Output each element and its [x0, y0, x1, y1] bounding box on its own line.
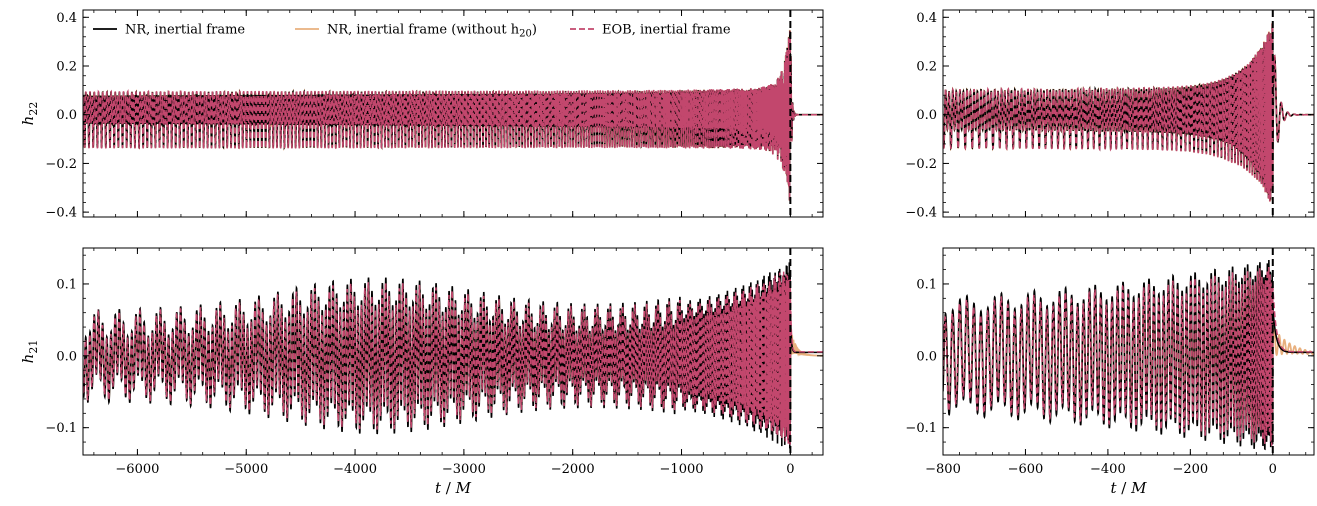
y-tick-label: −0.2 — [905, 157, 937, 172]
panel-h22-full: −0.4 −0.2 0.0 0.2 0.4 h22 — [19, 9, 824, 221]
y-tick-label: 0.0 — [56, 349, 77, 364]
y-axis-label: h22 — [19, 102, 40, 126]
y-tick-label: 0.1 — [916, 277, 937, 292]
series-line-eob — [943, 267, 1314, 446]
y-tick-label: 0.4 — [916, 11, 937, 26]
x-tick-label: 0 — [786, 462, 794, 477]
x-tick-label: −5000 — [224, 462, 268, 477]
x-tick-label: −400 — [1090, 462, 1126, 477]
plot-area — [943, 10, 1314, 217]
y-tick-label: 0.2 — [56, 60, 77, 75]
axes-frame — [82, 247, 824, 456]
legend-label: NR, inertial frame — [125, 23, 245, 38]
y-axis-label: h21 — [19, 340, 40, 364]
y-tick-label: −0.1 — [905, 421, 937, 436]
x-tick-label: −4000 — [333, 462, 377, 477]
legend-label: EOB, inertial frame — [602, 23, 731, 38]
x-tick-label: −3000 — [442, 462, 486, 477]
panel-h22-zoom: −0.4 −0.2 0.0 0.2 0.4 — [905, 9, 1315, 221]
axes-frame — [82, 9, 824, 218]
y-tick-label: 0.0 — [56, 108, 77, 123]
x-axis-label: t / M — [435, 479, 472, 497]
series-line-eob — [83, 271, 823, 446]
y-tick-label: 0.2 — [916, 60, 937, 75]
x-tick-label: −6000 — [115, 462, 159, 477]
series-line-nr — [943, 259, 1314, 451]
y-tick-label: 0.1 — [56, 277, 77, 292]
axes-frame — [942, 247, 1315, 456]
y-tick-label: −0.1 — [45, 421, 77, 436]
series-line-eob — [943, 23, 1314, 202]
y-tick-label: −0.4 — [905, 206, 937, 221]
y-tick-label: −0.4 — [45, 206, 77, 221]
series-line-eob — [83, 31, 823, 201]
x-tick-label: −200 — [1172, 462, 1208, 477]
legend: NR, inertial frame NR, inertial frame (wi… — [93, 23, 731, 40]
y-tick-label: −0.2 — [45, 157, 77, 172]
x-tick-label: −1000 — [660, 462, 704, 477]
x-axis-label: t / M — [1111, 479, 1148, 497]
x-tick-label: −800 — [925, 462, 961, 477]
plot-area — [943, 248, 1314, 455]
panel-h21-zoom: −800 −600 −400 −200 0 −0.1 0.0 0.1 t / M — [905, 247, 1315, 497]
plot-area — [83, 248, 823, 455]
x-tick-label: −600 — [1008, 462, 1044, 477]
y-tick-label: 0.0 — [916, 349, 937, 364]
x-tick-label: 0 — [1269, 462, 1277, 477]
legend-label: NR, inertial frame (without h20) — [327, 23, 537, 40]
y-tick-label: 0.0 — [916, 108, 937, 123]
y-tick-label: 0.4 — [56, 11, 77, 26]
axes-frame — [942, 9, 1315, 218]
plot-area — [83, 10, 823, 217]
x-tick-label: −2000 — [551, 462, 595, 477]
panel-h21-full: −6000 −5000 −4000 −3000 −2000 −1000 0 −0.1 0.0 0.… — [19, 247, 824, 497]
